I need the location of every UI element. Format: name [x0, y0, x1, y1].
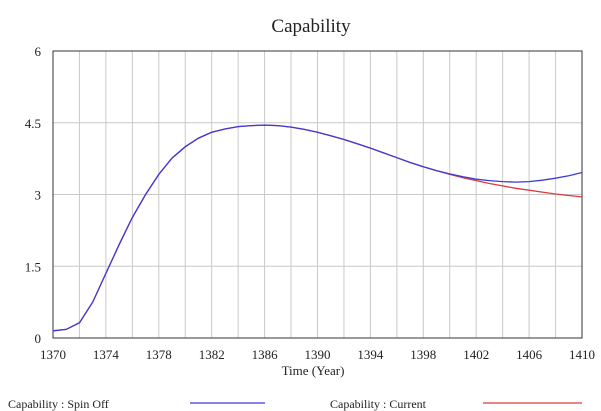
x-axis-ticks: 1370 1374 1378 1382 1386 1390 1394 1398 1402 1406…	[40, 347, 595, 362]
y-axis-ticks: 0 1.5 3 4.5 6	[25, 44, 42, 346]
legend: Capability : Spin Off Capability : Curren…	[8, 397, 582, 411]
x-tick-label: 1398	[410, 347, 436, 362]
legend-label: Capability : Spin Off	[8, 397, 109, 411]
x-tick-label: 1374	[93, 347, 120, 362]
y-tick-label: 6	[35, 44, 42, 59]
x-tick-label: 1410	[569, 347, 595, 362]
x-tick-label: 1378	[146, 347, 172, 362]
plot-area-frame	[52, 50, 583, 339]
y-tick-label: 0	[35, 331, 42, 346]
x-tick-label: 1390	[305, 347, 331, 362]
y-tick-label: 1.5	[25, 259, 41, 274]
y-tick-label: 3	[35, 188, 42, 203]
chart-title: Capability	[271, 16, 351, 37]
x-tick-label: 1406	[516, 347, 543, 362]
x-tick-label: 1370	[40, 347, 66, 362]
legend-label: Capability : Current	[330, 397, 427, 411]
series-lines	[52, 124, 583, 332]
y-tick-label: 4.5	[25, 116, 41, 131]
grid	[53, 51, 582, 338]
x-tick-label: 1386	[252, 347, 279, 362]
x-axis-label: Time (Year)	[282, 363, 345, 378]
series-line-spin-off	[52, 124, 583, 332]
x-tick-label: 1402	[463, 347, 489, 362]
x-tick-label: 1382	[199, 347, 225, 362]
x-tick-label: 1394	[357, 347, 384, 362]
